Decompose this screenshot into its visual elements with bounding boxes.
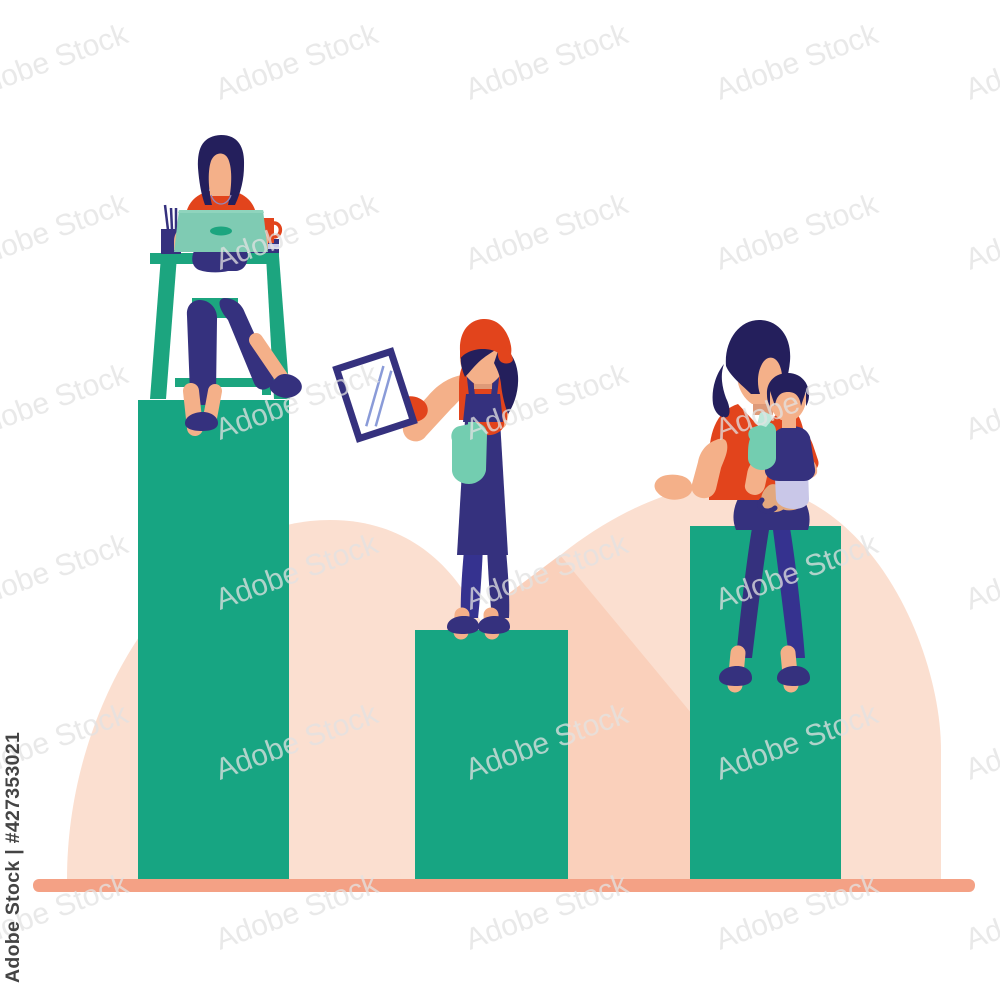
svg-text:Adobe Stock | #427353021: Adobe Stock | #427353021 bbox=[2, 732, 24, 983]
